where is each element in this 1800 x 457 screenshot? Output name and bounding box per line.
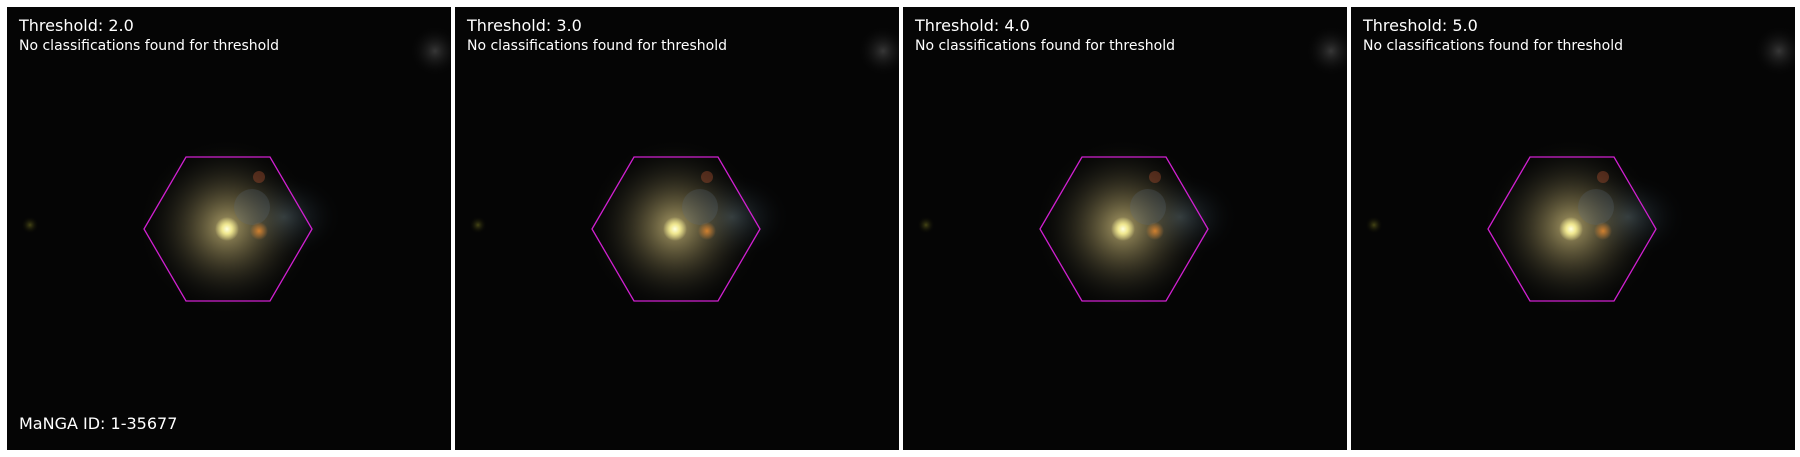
panel-subtitle: No classifications found for threshold — [915, 38, 1175, 54]
hexagon-overlay — [591, 156, 761, 302]
panel-subtitle: No classifications found for threshold — [19, 38, 279, 54]
threshold-panel-2: Threshold: 3.0 No classifications found … — [455, 7, 899, 450]
panel-title: Threshold: 2.0 — [19, 16, 134, 35]
galaxy-image — [1351, 7, 1795, 450]
hexagon-overlay — [1487, 156, 1657, 302]
hexagon-overlay — [143, 156, 313, 302]
galaxy-image — [903, 7, 1347, 450]
hexagon-overlay — [1039, 156, 1209, 302]
threshold-panel-4: Threshold: 5.0 No classifications found … — [1351, 7, 1795, 450]
galaxy-image — [7, 7, 451, 450]
threshold-panel-1: Threshold: 2.0 No classifications found … — [7, 7, 451, 450]
panel-title: Threshold: 3.0 — [467, 16, 582, 35]
manga-id-label: MaNGA ID: 1-35677 — [19, 414, 178, 433]
panel-title: Threshold: 5.0 — [1363, 16, 1478, 35]
panel-subtitle: No classifications found for threshold — [467, 38, 727, 54]
panel-title: Threshold: 4.0 — [915, 16, 1030, 35]
galaxy-image — [455, 7, 899, 450]
threshold-panel-3: Threshold: 4.0 No classifications found … — [903, 7, 1347, 450]
panel-subtitle: No classifications found for threshold — [1363, 38, 1623, 54]
